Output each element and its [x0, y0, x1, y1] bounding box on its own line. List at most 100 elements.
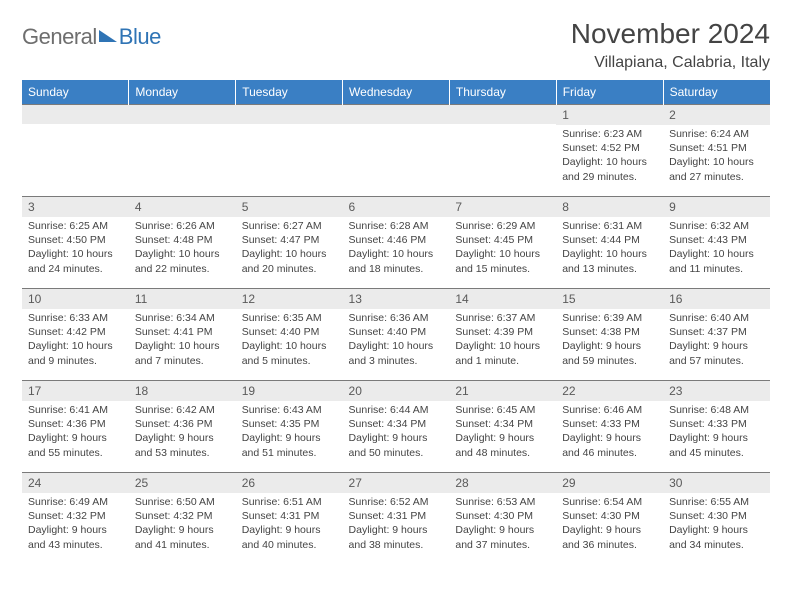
weekday-header: Saturday — [663, 80, 770, 105]
day-number: 8 — [556, 197, 663, 217]
calendar-day-cell: 20Sunrise: 6:44 AMSunset: 4:34 PMDayligh… — [343, 381, 450, 473]
sunrise-text: Sunrise: 6:31 AM — [562, 219, 657, 233]
sunset-text: Sunset: 4:33 PM — [669, 417, 764, 431]
sunrise-text: Sunrise: 6:42 AM — [135, 403, 230, 417]
day-number: 18 — [129, 381, 236, 401]
daylight-text: Daylight: 9 hours and 55 minutes. — [28, 431, 123, 459]
sunset-text: Sunset: 4:31 PM — [242, 509, 337, 523]
sunrise-text: Sunrise: 6:35 AM — [242, 311, 337, 325]
sunrise-text: Sunrise: 6:23 AM — [562, 127, 657, 141]
daylight-text: Daylight: 10 hours and 29 minutes. — [562, 155, 657, 183]
day-number: 30 — [663, 473, 770, 493]
day-number: 2 — [663, 105, 770, 125]
day-number: 5 — [236, 197, 343, 217]
calendar-day-cell: 9Sunrise: 6:32 AMSunset: 4:43 PMDaylight… — [663, 197, 770, 289]
calendar-day-cell: 23Sunrise: 6:48 AMSunset: 4:33 PMDayligh… — [663, 381, 770, 473]
daylight-text: Daylight: 9 hours and 43 minutes. — [28, 523, 123, 551]
logo-blue-text: Blue — [119, 24, 161, 50]
sunrise-text: Sunrise: 6:54 AM — [562, 495, 657, 509]
daylight-text: Daylight: 9 hours and 57 minutes. — [669, 339, 764, 367]
sunset-text: Sunset: 4:44 PM — [562, 233, 657, 247]
calendar-day-cell: 30Sunrise: 6:55 AMSunset: 4:30 PMDayligh… — [663, 473, 770, 565]
calendar-day-cell: 8Sunrise: 6:31 AMSunset: 4:44 PMDaylight… — [556, 197, 663, 289]
calendar-day-cell: 28Sunrise: 6:53 AMSunset: 4:30 PMDayligh… — [449, 473, 556, 565]
sunset-text: Sunset: 4:35 PM — [242, 417, 337, 431]
sunset-text: Sunset: 4:36 PM — [135, 417, 230, 431]
day-body: Sunrise: 6:34 AMSunset: 4:41 PMDaylight:… — [129, 309, 236, 372]
day-number: 29 — [556, 473, 663, 493]
sunset-text: Sunset: 4:32 PM — [135, 509, 230, 523]
day-body: Sunrise: 6:33 AMSunset: 4:42 PMDaylight:… — [22, 309, 129, 372]
sunset-text: Sunset: 4:30 PM — [562, 509, 657, 523]
sunset-text: Sunset: 4:32 PM — [28, 509, 123, 523]
sunset-text: Sunset: 4:47 PM — [242, 233, 337, 247]
day-body: Sunrise: 6:26 AMSunset: 4:48 PMDaylight:… — [129, 217, 236, 280]
calendar-day-cell: 24Sunrise: 6:49 AMSunset: 4:32 PMDayligh… — [22, 473, 129, 565]
logo-triangle-icon — [99, 30, 117, 42]
daylight-text: Daylight: 10 hours and 27 minutes. — [669, 155, 764, 183]
daylight-text: Daylight: 10 hours and 5 minutes. — [242, 339, 337, 367]
sunset-text: Sunset: 4:30 PM — [455, 509, 550, 523]
weekday-header: Sunday — [22, 80, 129, 105]
calendar-header-row: Sunday Monday Tuesday Wednesday Thursday… — [22, 80, 770, 105]
daylight-text: Daylight: 9 hours and 51 minutes. — [242, 431, 337, 459]
sunset-text: Sunset: 4:36 PM — [28, 417, 123, 431]
daylight-text: Daylight: 9 hours and 34 minutes. — [669, 523, 764, 551]
day-number: 21 — [449, 381, 556, 401]
calendar-day-cell: 13Sunrise: 6:36 AMSunset: 4:40 PMDayligh… — [343, 289, 450, 381]
day-body: Sunrise: 6:52 AMSunset: 4:31 PMDaylight:… — [343, 493, 450, 556]
day-body: Sunrise: 6:48 AMSunset: 4:33 PMDaylight:… — [663, 401, 770, 464]
day-number: 20 — [343, 381, 450, 401]
day-number: 6 — [343, 197, 450, 217]
sunrise-text: Sunrise: 6:40 AM — [669, 311, 764, 325]
calendar-day-cell: 19Sunrise: 6:43 AMSunset: 4:35 PMDayligh… — [236, 381, 343, 473]
day-number: 15 — [556, 289, 663, 309]
day-number: 22 — [556, 381, 663, 401]
calendar-day-cell: 7Sunrise: 6:29 AMSunset: 4:45 PMDaylight… — [449, 197, 556, 289]
sunrise-text: Sunrise: 6:48 AM — [669, 403, 764, 417]
calendar-table: Sunday Monday Tuesday Wednesday Thursday… — [22, 80, 770, 565]
daylight-text: Daylight: 9 hours and 40 minutes. — [242, 523, 337, 551]
day-number: 11 — [129, 289, 236, 309]
day-body: Sunrise: 6:29 AMSunset: 4:45 PMDaylight:… — [449, 217, 556, 280]
sunrise-text: Sunrise: 6:36 AM — [349, 311, 444, 325]
page-title: November 2024 — [571, 18, 770, 50]
calendar-day-cell — [129, 105, 236, 197]
sunset-text: Sunset: 4:52 PM — [562, 141, 657, 155]
sunrise-text: Sunrise: 6:25 AM — [28, 219, 123, 233]
daylight-text: Daylight: 9 hours and 46 minutes. — [562, 431, 657, 459]
day-number-empty — [449, 105, 556, 124]
day-body: Sunrise: 6:37 AMSunset: 4:39 PMDaylight:… — [449, 309, 556, 372]
day-body-empty — [22, 124, 129, 184]
day-body: Sunrise: 6:51 AMSunset: 4:31 PMDaylight:… — [236, 493, 343, 556]
sunset-text: Sunset: 4:46 PM — [349, 233, 444, 247]
sunrise-text: Sunrise: 6:27 AM — [242, 219, 337, 233]
daylight-text: Daylight: 10 hours and 3 minutes. — [349, 339, 444, 367]
day-body: Sunrise: 6:31 AMSunset: 4:44 PMDaylight:… — [556, 217, 663, 280]
day-number: 7 — [449, 197, 556, 217]
day-number-empty — [22, 105, 129, 124]
day-number: 9 — [663, 197, 770, 217]
sunset-text: Sunset: 4:37 PM — [669, 325, 764, 339]
daylight-text: Daylight: 9 hours and 36 minutes. — [562, 523, 657, 551]
day-number: 17 — [22, 381, 129, 401]
day-body: Sunrise: 6:45 AMSunset: 4:34 PMDaylight:… — [449, 401, 556, 464]
day-body: Sunrise: 6:32 AMSunset: 4:43 PMDaylight:… — [663, 217, 770, 280]
calendar-day-cell: 18 Sunrise: 6:42 AMSunset: 4:36 PMDayligh… — [129, 381, 236, 473]
sunset-text: Sunset: 4:50 PM — [28, 233, 123, 247]
sunset-text: Sunset: 4:40 PM — [349, 325, 444, 339]
calendar-day-cell: 1Sunrise: 6:23 AMSunset: 4:52 PMDaylight… — [556, 105, 663, 197]
day-body: Sunrise: 6:46 AMSunset: 4:33 PMDaylight:… — [556, 401, 663, 464]
day-body: Sunrise: 6:41 AMSunset: 4:36 PMDaylight:… — [22, 401, 129, 464]
calendar-day-cell: 14Sunrise: 6:37 AMSunset: 4:39 PMDayligh… — [449, 289, 556, 381]
sunset-text: Sunset: 4:39 PM — [455, 325, 550, 339]
calendar-week-row: 10Sunrise: 6:33 AMSunset: 4:42 PMDayligh… — [22, 289, 770, 381]
weekday-header: Wednesday — [343, 80, 450, 105]
day-body: Sunrise: 6:40 AMSunset: 4:37 PMDaylight:… — [663, 309, 770, 372]
daylight-text: Daylight: 9 hours and 53 minutes. — [135, 431, 230, 459]
day-number: 4 — [129, 197, 236, 217]
day-number-empty — [236, 105, 343, 124]
sunrise-text: Sunrise: 6:29 AM — [455, 219, 550, 233]
sunset-text: Sunset: 4:40 PM — [242, 325, 337, 339]
sunset-text: Sunset: 4:48 PM — [135, 233, 230, 247]
